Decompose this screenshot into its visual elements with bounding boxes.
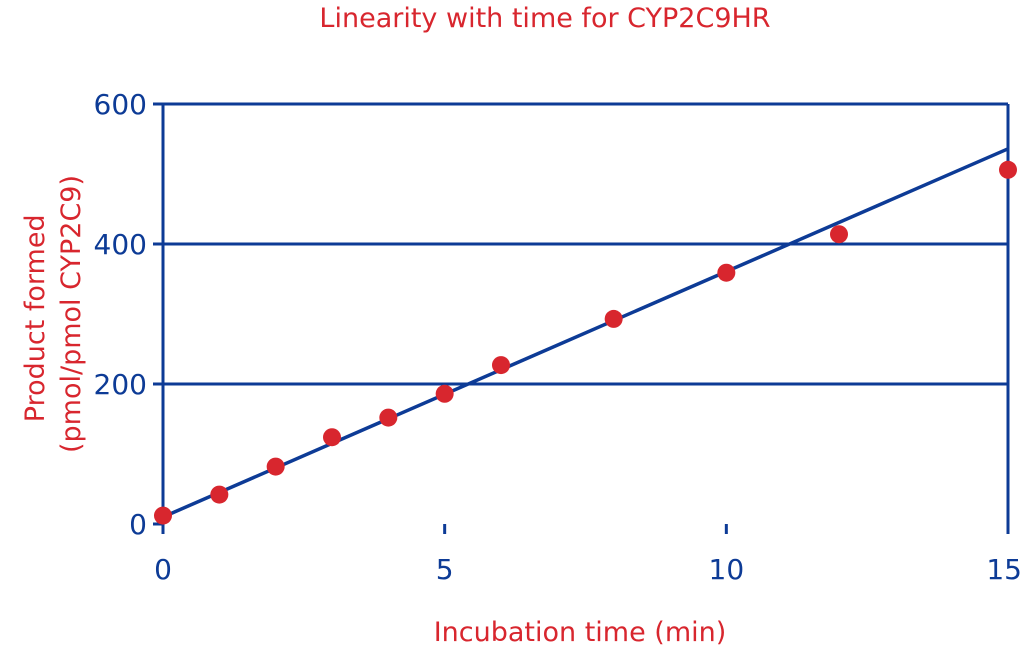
chart-title: Linearity with time for CYP2C9HR xyxy=(319,3,770,34)
y-tick-label-600: 600 xyxy=(94,88,147,121)
y-tick-labels: 0 200 400 600 xyxy=(94,88,147,541)
fit-line-group xyxy=(162,147,1009,519)
data-point-8 xyxy=(717,263,736,282)
y-axis-label-line-1: Product formed xyxy=(20,214,51,422)
x-tick-label-15: 15 xyxy=(986,553,1022,586)
y-tick-label-400: 400 xyxy=(94,228,147,261)
x-tick-label-0: 0 xyxy=(154,553,172,586)
x-tick-label-10: 10 xyxy=(709,553,745,586)
data-point-9 xyxy=(830,225,848,244)
data-point-3 xyxy=(323,428,341,447)
fit-line xyxy=(162,147,1009,519)
data-points xyxy=(154,160,1017,525)
x-tick-label-5: 5 xyxy=(436,553,454,586)
y-axis-label: Product formed (pmol/pmol CYP2C9) xyxy=(20,175,87,453)
data-point-5 xyxy=(435,384,454,403)
x-tick-labels: 0 5 10 15 xyxy=(154,553,1022,586)
data-point-2 xyxy=(266,457,285,476)
data-point-6 xyxy=(492,356,510,375)
y-axis-label-line-2: (pmol/pmol CYP2C9) xyxy=(56,175,87,453)
y-tick-label-0: 0 xyxy=(129,508,147,541)
data-point-7 xyxy=(604,309,623,328)
y-tick-label-200: 200 xyxy=(94,368,147,401)
data-point-4 xyxy=(379,408,398,427)
grid-lines xyxy=(163,102,1008,386)
data-point-10 xyxy=(999,160,1017,179)
data-point-1 xyxy=(210,485,229,504)
x-axis-label: Incubation time (min) xyxy=(434,617,727,648)
data-point-0 xyxy=(154,506,172,525)
